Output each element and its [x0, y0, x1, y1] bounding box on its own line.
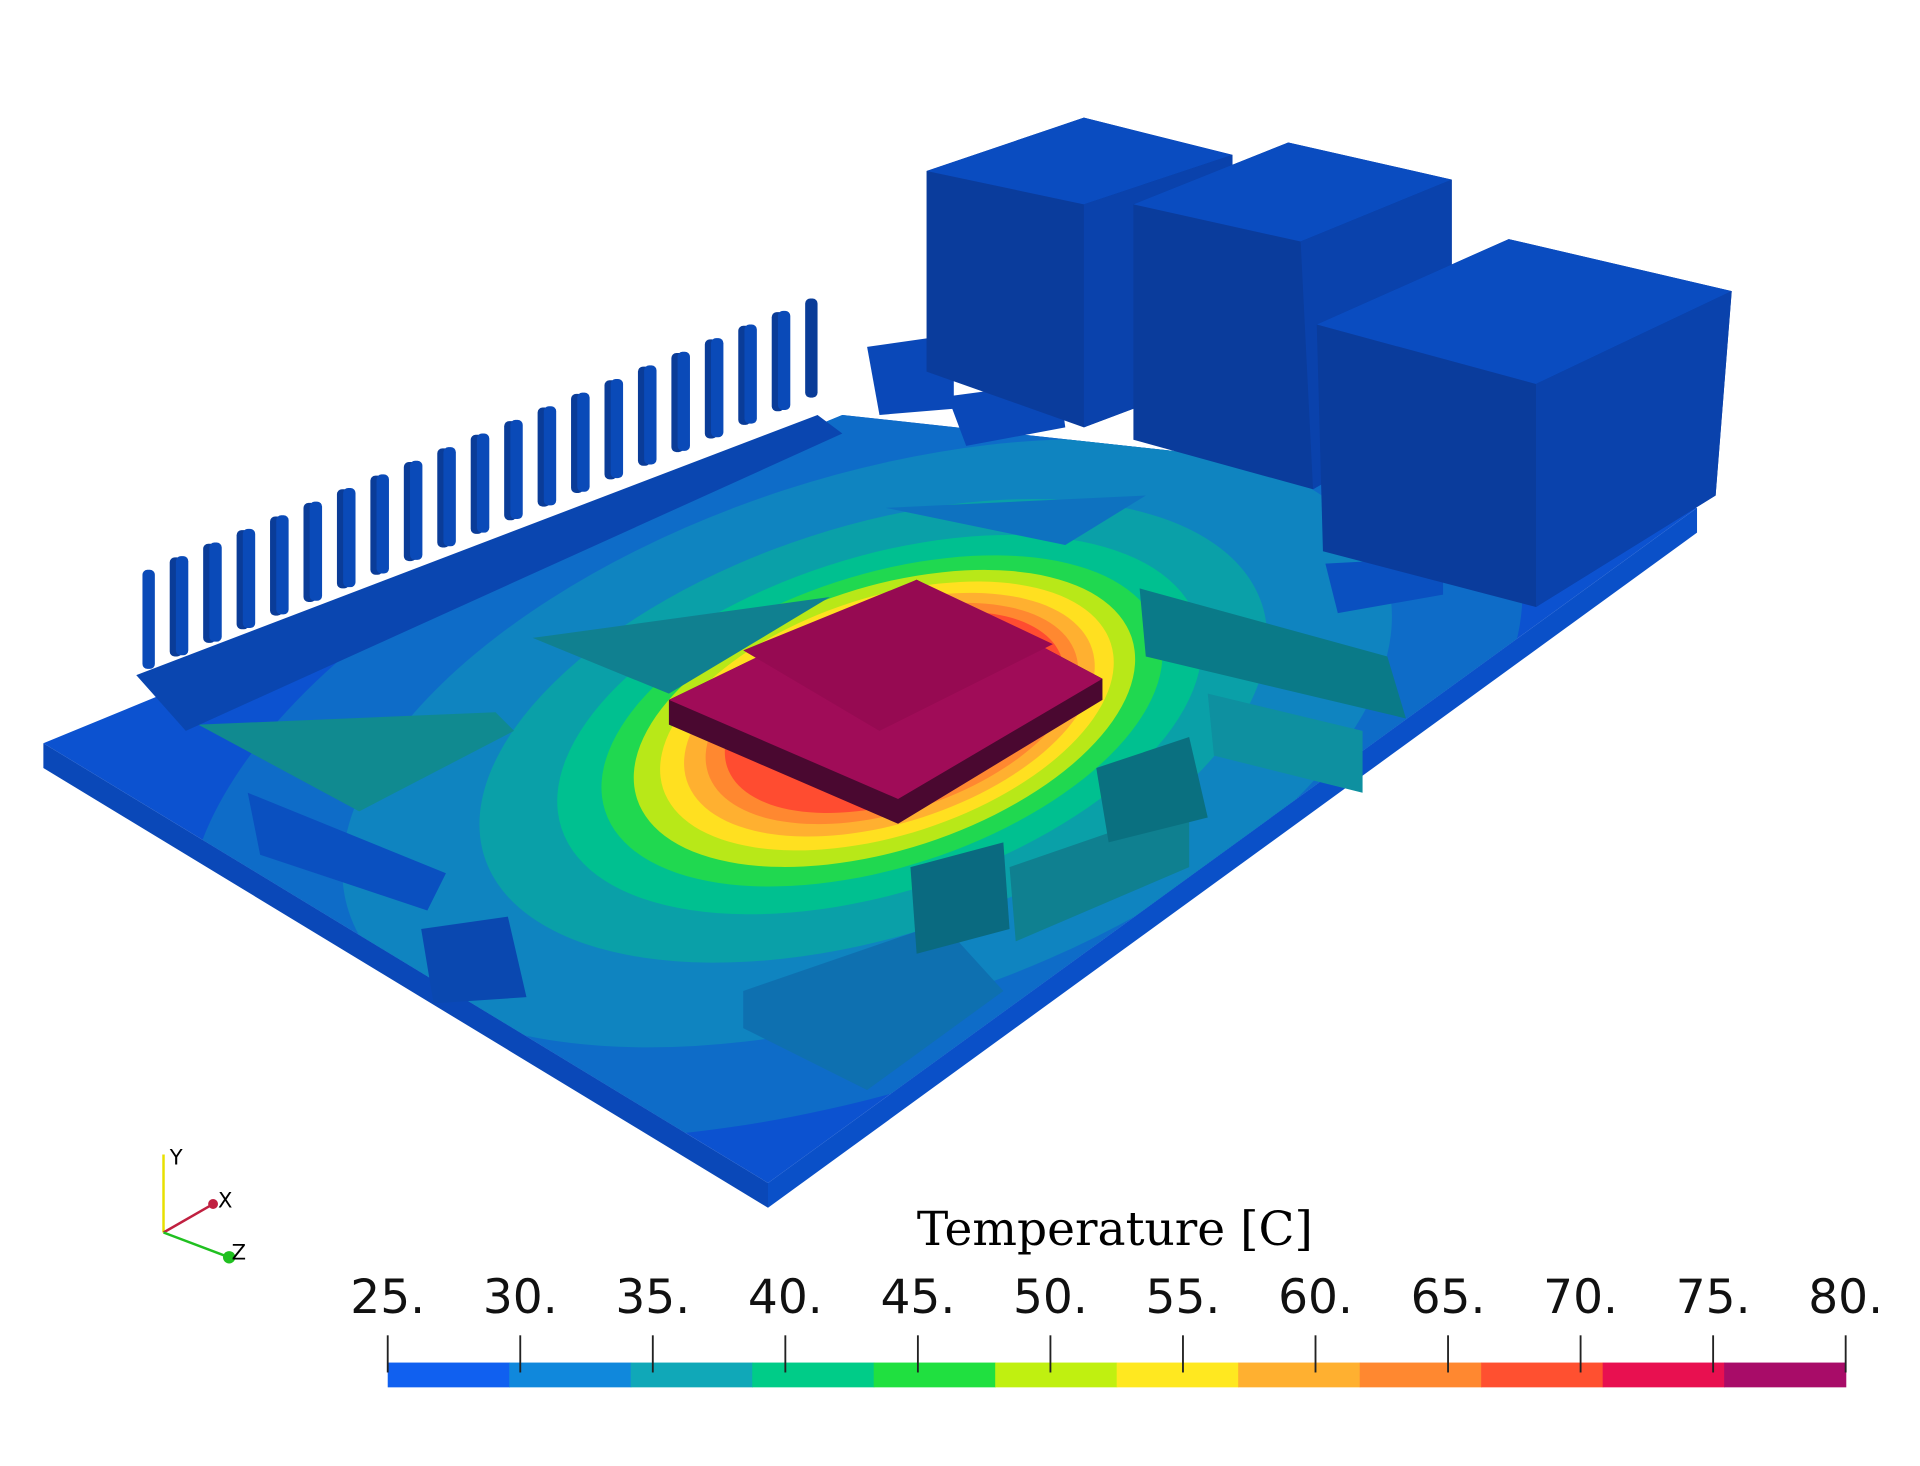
z-axis-tip [222, 1251, 236, 1264]
x-axis-arrow [162, 1202, 214, 1234]
board-side [43, 743, 769, 1208]
connector [1207, 693, 1363, 793]
axis-label: Z [232, 1240, 246, 1265]
pin [309, 501, 323, 601]
usb-port-top [926, 117, 1233, 205]
usb-port-top [1133, 142, 1452, 242]
colorbar-band [752, 1362, 875, 1388]
usb-c [743, 922, 1004, 1091]
pin [376, 474, 389, 574]
pin [644, 365, 657, 465]
connector [1139, 588, 1406, 719]
orientation-axes: Y X Z [162, 1144, 246, 1265]
colorbar-tick-label: 45. [880, 1270, 955, 1325]
pin [209, 542, 222, 642]
eth-port-face [1535, 291, 1732, 607]
pin [543, 406, 557, 506]
eth-port-top [1316, 239, 1732, 384]
colorbar-tick-label: 60. [1278, 1270, 1353, 1325]
pins [142, 298, 818, 669]
x-axis-tip [208, 1199, 219, 1209]
component [198, 712, 515, 812]
axis-label: Y [169, 1144, 183, 1169]
colorbar: Temperature [C] 25. 30. 35. 40. 45. 50. 55. 60.… [350, 1202, 1883, 1388]
pin [610, 379, 624, 479]
colorbar-band [1724, 1362, 1847, 1388]
ports [926, 117, 1732, 607]
colorbar-band [1359, 1362, 1482, 1388]
pin-header [136, 414, 843, 731]
colorbar-band [1481, 1362, 1604, 1388]
colorbar-band [1602, 1362, 1725, 1388]
pin [677, 351, 690, 451]
pin [476, 433, 490, 533]
colorbar-tick-label: 30. [483, 1270, 558, 1325]
colorbar-band [873, 1362, 996, 1388]
colorbar-tick-label: 40. [748, 1270, 823, 1325]
pin [410, 460, 423, 560]
pin [343, 488, 356, 588]
board-model [43, 117, 1732, 1208]
pin [711, 338, 724, 438]
z-axis-arrow [163, 1231, 230, 1259]
chip-die [743, 579, 1053, 731]
pin [777, 310, 791, 411]
axis-label: X [218, 1188, 232, 1213]
pin [276, 515, 289, 615]
colorbar-band [995, 1362, 1118, 1388]
colorbar-title: Temperature [C] [917, 1202, 1313, 1257]
colorbar-tick-label: 25. [350, 1270, 425, 1325]
colorbar-band [509, 1362, 632, 1388]
pin [443, 447, 456, 547]
colorbar-band [630, 1362, 753, 1388]
board-side [768, 507, 1698, 1208]
pin [577, 392, 590, 492]
colorbar-band [1238, 1362, 1361, 1388]
pin [142, 569, 155, 669]
pin [805, 298, 818, 398]
colorbar-band [387, 1362, 510, 1388]
colorbar-band [1116, 1362, 1239, 1388]
connector [910, 842, 1010, 954]
component [885, 495, 1146, 546]
colorbar-tick-label: 70. [1543, 1270, 1618, 1325]
colorbar-tick-label: 35. [615, 1270, 690, 1325]
colorbar-tick-label: 75. [1676, 1270, 1751, 1325]
component [532, 597, 830, 694]
connector [1096, 737, 1208, 843]
pin [242, 528, 256, 629]
pin [510, 419, 523, 520]
pin [744, 324, 757, 424]
connector [1009, 805, 1190, 942]
component [247, 792, 446, 911]
colorbar-tick-label: 50. [1013, 1270, 1088, 1325]
colorbar-tick-label: 55. [1146, 1270, 1221, 1325]
pin [175, 556, 189, 656]
colorbar-tick-label: 80. [1808, 1270, 1883, 1325]
colorbar-tick-label: 65. [1411, 1270, 1486, 1325]
component [421, 916, 527, 1004]
